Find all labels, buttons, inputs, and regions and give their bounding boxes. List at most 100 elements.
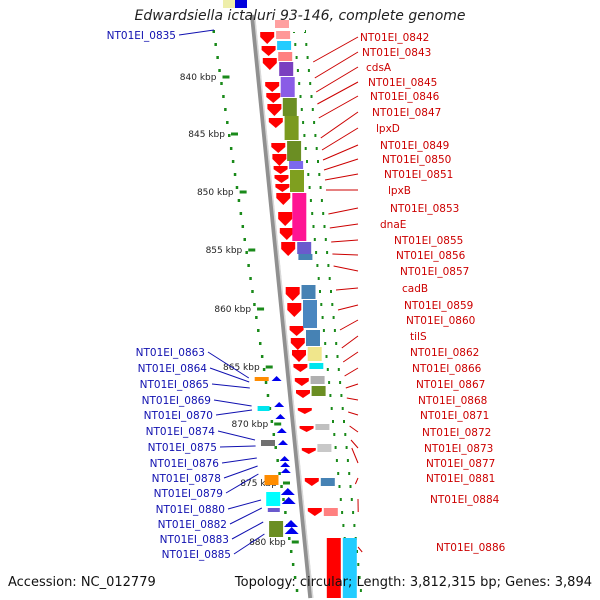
lane-dot [353, 524, 356, 527]
gene-arrow [273, 166, 288, 174]
right-label-leader [323, 158, 359, 171]
gene-arrow [299, 426, 314, 432]
right-gene-label: NT01EI_0867 [416, 379, 485, 391]
lane-dot [352, 511, 355, 514]
lane-dot [324, 238, 327, 241]
lane-dot [343, 420, 345, 423]
lane-dot [346, 459, 349, 462]
lane-dot [344, 433, 347, 436]
right-label-leader [346, 397, 359, 401]
lane-dot [326, 368, 329, 371]
ruler-dot [241, 225, 245, 228]
right-gene-labels: NT01EI_0842 NT01EI_0843 cdsA NT01EI_0845 NT0… [312, 32, 506, 554]
lane-dot [336, 355, 339, 358]
lane-dot [333, 433, 336, 436]
left-gene-label: NT01EI_0865 [140, 379, 209, 391]
lane-dot [313, 121, 316, 124]
genome-summary-text: Topology: circular; Length: 3,812,315 bp… [234, 575, 592, 590]
ruler-dot [272, 433, 276, 436]
right-label-leader [312, 36, 359, 63]
ruler-tick [291, 540, 299, 544]
gene-block [303, 300, 317, 328]
gene-block [282, 98, 297, 116]
ruler-dot [288, 537, 291, 540]
reverse-gene-arrow [274, 402, 285, 407]
lane-dot [306, 56, 309, 59]
gene-block [298, 254, 313, 260]
ruler-dot [266, 394, 270, 397]
gene-block [278, 52, 293, 61]
gene-block-outer [291, 20, 305, 32]
ruler-tick-label: 855 kbp [206, 246, 243, 256]
right-label-leader [315, 66, 359, 93]
lane-dot [308, 186, 311, 189]
lane-dot [302, 121, 305, 124]
ruler-dot [258, 342, 262, 345]
gene-block [275, 20, 289, 28]
gene-block [284, 116, 299, 140]
left-label-leader [213, 399, 252, 407]
lane-dot [350, 498, 353, 501]
ruler-dot [282, 498, 285, 501]
genome-backbone-line [250, 14, 314, 599]
lane-dot [317, 277, 320, 280]
ruler-dot [226, 121, 229, 124]
lane-dot [330, 290, 332, 293]
left-gene-label: NT01EI_0880 [156, 504, 225, 516]
reverse-gene-arrow [271, 376, 282, 381]
left-gene-label: NT01EI_0869 [142, 395, 211, 407]
lane-dot [299, 95, 302, 98]
right-gene-label: NT01EI_0884 [430, 494, 500, 506]
gene-arrow [293, 364, 308, 372]
ruler-tick-label: 880 kbp [249, 538, 286, 548]
ruler-dot [247, 264, 250, 267]
lane-dot [321, 316, 324, 319]
lane-dot [298, 82, 301, 85]
lane-dot [310, 95, 313, 98]
ruler-tick-label: 875 kbp [240, 479, 277, 489]
reverse-gene-arrow [279, 456, 290, 461]
right-label-leader [345, 383, 359, 389]
lane-dot [311, 212, 314, 215]
gene-arrow [304, 478, 319, 486]
reverse-gene-arrow [280, 488, 295, 495]
ruler-dot [235, 186, 239, 189]
right-gene-label: NT01EI_0849 [380, 140, 449, 152]
lane-dot [337, 368, 340, 371]
gene-block [279, 62, 294, 76]
lane-dot [328, 277, 331, 280]
gene-arrow [301, 448, 316, 454]
right-label-leader [351, 447, 359, 464]
ruler-tick [282, 481, 290, 485]
gene-block [277, 41, 292, 50]
right-gene-label: tilS [410, 331, 427, 343]
right-gene-label: NT01EI_0871 [420, 410, 489, 422]
reverse-gene-arrow [284, 527, 299, 534]
lane-dot [335, 459, 338, 462]
lane-dot [325, 355, 328, 358]
lane-dot [303, 134, 306, 137]
gene-arrow [278, 212, 293, 226]
ruler-dot [249, 277, 252, 280]
lane-dot [316, 264, 319, 267]
lane-dot [306, 160, 308, 163]
ruler-dot [239, 212, 243, 215]
ruler-dot [295, 589, 299, 592]
right-gene-label: NT01EI_0845 [368, 77, 437, 89]
gene-arrow [261, 46, 276, 56]
lane-dot [317, 160, 319, 163]
right-gene-label: cdsA [366, 62, 392, 74]
lane-dot [315, 147, 318, 150]
lane-dot [319, 186, 322, 189]
right-label-leader [329, 223, 359, 229]
right-label-leader [339, 319, 359, 331]
lane-dot [320, 199, 323, 202]
lane-dot [359, 589, 362, 592]
right-label-leader [341, 335, 359, 349]
lane-dot [309, 82, 312, 85]
reverse-gene-arrow [281, 497, 296, 504]
right-gene-label: NT01EI_0877 [426, 458, 495, 470]
lane-dot [337, 472, 340, 475]
reverse-gene-arrow [275, 414, 286, 419]
gene-arrow [290, 338, 305, 350]
